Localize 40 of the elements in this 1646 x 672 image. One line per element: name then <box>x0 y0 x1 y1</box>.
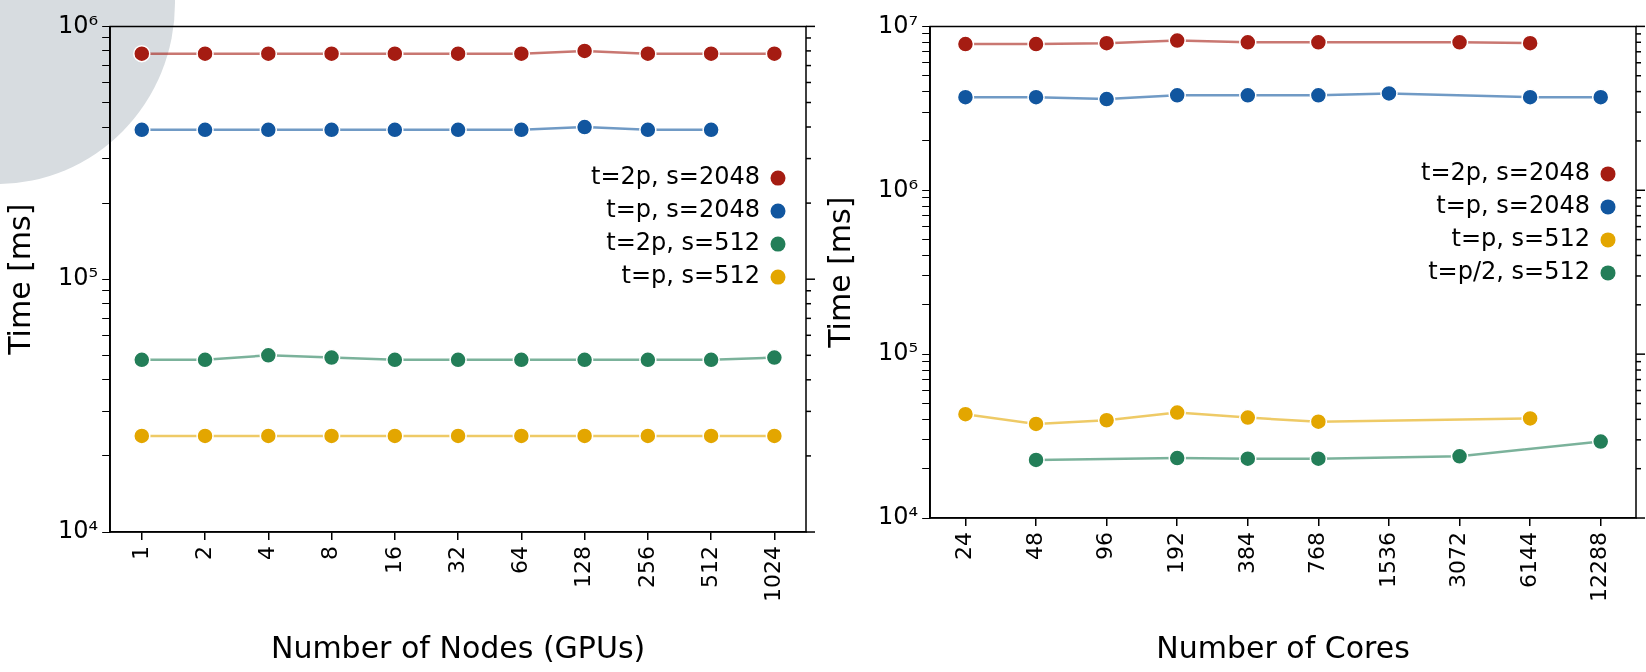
y-tick-label: 10⁶ <box>57 10 99 39</box>
x-tick-label: 12288 <box>1586 532 1612 603</box>
y-tick-label: 10⁶ <box>877 174 919 203</box>
x-tick-label: 32 <box>443 546 469 575</box>
y-tick-label: 10⁵ <box>877 338 919 367</box>
x-tick-label: 384 <box>1233 532 1259 575</box>
legend-label: t=p, s=512 <box>1451 224 1590 253</box>
y-tick-label: 10⁴ <box>57 516 99 545</box>
x-tick-label: 768 <box>1304 532 1330 575</box>
x-tick-label: 1536 <box>1374 532 1400 589</box>
x-tick-label: 4 <box>254 546 280 561</box>
x-tick-label: 64 <box>507 546 533 575</box>
y-tick-label: 10⁴ <box>877 502 919 531</box>
x-tick-label: 48 <box>1021 532 1047 561</box>
x-tick-label: 96 <box>1092 532 1118 561</box>
x-tick-label: 512 <box>696 546 722 589</box>
x-axis-title: Number of Nodes (GPUs) <box>270 629 646 665</box>
x-tick-label: 24 <box>951 532 977 561</box>
x-tick-label: 192 <box>1162 532 1188 575</box>
y-axis-title: Time [ms] <box>821 196 857 349</box>
x-tick-label: 128 <box>570 546 596 589</box>
legend-label: t=p/2, s=512 <box>1428 257 1590 286</box>
x-tick-label: 2 <box>190 546 216 561</box>
x-tick-label: 1 <box>127 546 153 561</box>
x-axis-title: Number of Cores <box>1156 629 1410 665</box>
legend-label: t=p, s=2048 <box>1436 191 1590 220</box>
y-axis-title: Time [ms] <box>1 203 37 356</box>
legend-label: t=2p, s=2048 <box>1421 158 1590 187</box>
y-tick-label: 10⁷ <box>877 10 919 39</box>
x-tick-label: 3072 <box>1445 532 1471 589</box>
x-tick-label: 16 <box>380 546 406 575</box>
legend-label: t=2p, s=512 <box>606 228 760 257</box>
legend-label: t=2p, s=2048 <box>591 162 760 191</box>
legend-label: t=p, s=512 <box>621 261 760 290</box>
legend-label: t=p, s=2048 <box>606 195 760 224</box>
x-tick-label: 8 <box>317 546 343 561</box>
x-tick-label: 6144 <box>1515 532 1541 589</box>
x-tick-label: 256 <box>633 546 659 589</box>
x-tick-label: 1024 <box>760 546 786 603</box>
y-tick-label: 10⁵ <box>57 263 99 292</box>
